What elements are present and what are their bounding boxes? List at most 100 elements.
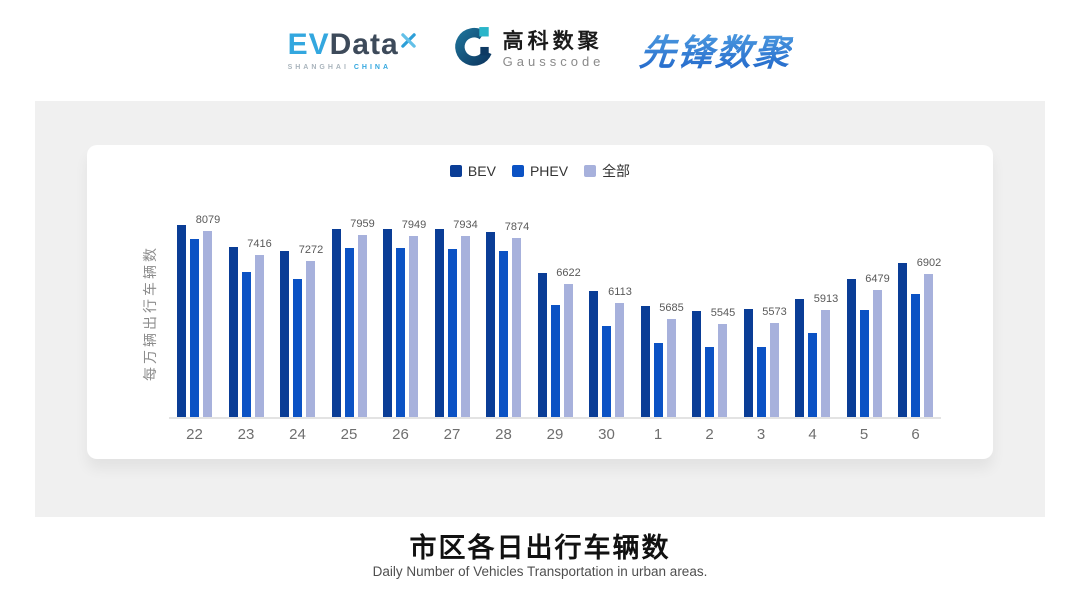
y-axis-title: 每万辆出行车辆数 bbox=[142, 245, 158, 381]
bar-value-label: 6622 bbox=[556, 267, 581, 279]
bar-全部[interactable] bbox=[254, 255, 264, 417]
bar-全部[interactable] bbox=[357, 235, 367, 417]
bar-value-label: 6113 bbox=[608, 286, 632, 298]
bar-PHEV[interactable] bbox=[344, 248, 354, 417]
bar-PHEV[interactable] bbox=[756, 347, 766, 417]
evdata-wordmark: EV Data bbox=[287, 27, 416, 61]
evdata-x-mark-icon bbox=[400, 24, 416, 54]
bar-group: 6113 bbox=[589, 217, 632, 417]
bar-全部[interactable] bbox=[615, 303, 624, 417]
legend-item-全部[interactable]: 全部 bbox=[584, 161, 630, 181]
gausscode-cn-text: 高科数聚 bbox=[502, 30, 603, 54]
bar-全部[interactable] bbox=[924, 274, 933, 417]
legend-item-PHEV[interactable]: PHEV bbox=[511, 163, 569, 179]
x-tick-label: 26 bbox=[392, 426, 409, 443]
bar-全部[interactable] bbox=[203, 231, 212, 417]
x-tick-label: 23 bbox=[237, 426, 255, 443]
bar-BEV[interactable] bbox=[846, 279, 856, 417]
chart-card: BEV PHEV 全部 每万辆出行车辆数 8079 7416 7272 7959 7949 7… bbox=[87, 145, 993, 459]
evdata-shanghai-text: SHANGHAI bbox=[287, 63, 349, 71]
bar-BEV[interactable] bbox=[589, 291, 598, 417]
bar-BEV[interactable] bbox=[537, 273, 547, 417]
bar-group: 5545 bbox=[692, 217, 735, 417]
x-tick-label: 22 bbox=[186, 426, 203, 443]
bar-group: 7959 bbox=[331, 217, 375, 417]
bar-group: 7416 bbox=[228, 217, 272, 417]
legend-label: BEV bbox=[467, 163, 496, 179]
bar-全部[interactable] bbox=[718, 324, 727, 417]
evdata-data-text: Data bbox=[329, 27, 399, 61]
bar-PHEV[interactable] bbox=[499, 251, 508, 417]
bar-PHEV[interactable] bbox=[602, 326, 611, 417]
bar-PHEV[interactable] bbox=[859, 310, 869, 417]
x-tick-label: 5 bbox=[859, 426, 869, 443]
x-axis-line bbox=[169, 417, 941, 419]
bar-PHEV[interactable] bbox=[241, 272, 251, 417]
bar-PHEV[interactable] bbox=[396, 248, 405, 417]
bar-BEV[interactable] bbox=[795, 299, 804, 417]
bar-全部[interactable] bbox=[769, 323, 779, 417]
x-tick-label: 3 bbox=[756, 426, 766, 443]
bar-value-label: 7959 bbox=[350, 218, 375, 230]
bar-PHEV[interactable] bbox=[653, 343, 663, 417]
x-tick-label: 30 bbox=[598, 426, 615, 443]
evdata-logo: EV Data SHANGHAI CHINA bbox=[287, 27, 416, 71]
bar-PHEV[interactable] bbox=[705, 347, 714, 417]
bar-全部[interactable] bbox=[821, 310, 830, 417]
bar-group: 8079 bbox=[177, 214, 220, 417]
gausscode-g-icon bbox=[452, 26, 494, 75]
evdata-subtext: SHANGHAI CHINA bbox=[288, 64, 416, 71]
bar-BEV[interactable] bbox=[743, 309, 753, 417]
legend-item-BEV[interactable]: BEV bbox=[449, 163, 496, 179]
bar-BEV[interactable] bbox=[383, 229, 392, 417]
bar-全部[interactable] bbox=[512, 238, 521, 417]
legend-label: PHEV bbox=[529, 163, 569, 179]
x-tick-label: 28 bbox=[495, 426, 512, 443]
bar-group: 7874 bbox=[486, 217, 529, 417]
bar-BEV[interactable] bbox=[228, 247, 238, 417]
bar-全部[interactable] bbox=[872, 290, 882, 417]
x-tick-label: 6 bbox=[911, 426, 920, 443]
plot-area: 8079 7416 7272 7959 7949 7934 7874 6622 6113 5685… bbox=[175, 214, 941, 417]
legend: BEV PHEV 全部 bbox=[87, 161, 993, 181]
gausscode-en-text: Gausscode bbox=[502, 53, 605, 69]
bar-value-label: 5685 bbox=[659, 302, 684, 314]
bar-PHEV[interactable] bbox=[447, 249, 457, 417]
chart-subtitle: Daily Number of Vehicles Transportation … bbox=[372, 564, 708, 579]
bar-PHEV[interactable] bbox=[293, 279, 302, 417]
bar-全部[interactable] bbox=[460, 236, 470, 417]
bar-全部[interactable] bbox=[666, 319, 676, 417]
bar-BEV[interactable] bbox=[692, 311, 701, 417]
bar-PHEV[interactable] bbox=[911, 294, 920, 417]
legend-label: 全部 bbox=[602, 163, 631, 179]
bar-group: 7934 bbox=[434, 217, 478, 417]
bar-value-label: 7949 bbox=[401, 219, 427, 231]
bar-group: 6479 bbox=[846, 217, 890, 417]
bar-group: 5913 bbox=[795, 217, 838, 417]
bar-PHEV[interactable] bbox=[190, 239, 199, 417]
x-tick-label: 2 bbox=[705, 426, 714, 443]
bar-BEV[interactable] bbox=[280, 251, 289, 417]
bar-group: 7949 bbox=[383, 217, 426, 417]
bar-PHEV[interactable] bbox=[808, 333, 817, 417]
bar-BEV[interactable] bbox=[486, 232, 495, 417]
bar-全部[interactable] bbox=[409, 236, 418, 417]
bar-BEV[interactable] bbox=[331, 229, 341, 417]
bar-全部[interactable] bbox=[306, 261, 315, 417]
x-tick-label: 24 bbox=[289, 426, 306, 443]
bar-value-label: 8079 bbox=[195, 214, 221, 226]
bar-value-label: 7874 bbox=[504, 221, 530, 233]
evdata-ev-text: EV bbox=[287, 27, 330, 61]
bar-BEV[interactable] bbox=[898, 263, 907, 417]
bar-PHEV[interactable] bbox=[550, 305, 560, 417]
bar-value-label: 7416 bbox=[247, 238, 272, 250]
bar-BEV[interactable] bbox=[640, 306, 650, 417]
bar-BEV[interactable] bbox=[434, 229, 444, 417]
bar-group: 5573 bbox=[743, 217, 787, 417]
chart-title: 市区各日出行车辆数 bbox=[409, 533, 671, 563]
bar-BEV[interactable] bbox=[177, 225, 186, 417]
legend-marker-icon bbox=[449, 165, 462, 177]
bar-全部[interactable] bbox=[563, 284, 573, 417]
header-logo-bar: EV Data SHANGHAI CHINA bbox=[0, 0, 1080, 100]
x-tick-label: 1 bbox=[653, 426, 663, 443]
